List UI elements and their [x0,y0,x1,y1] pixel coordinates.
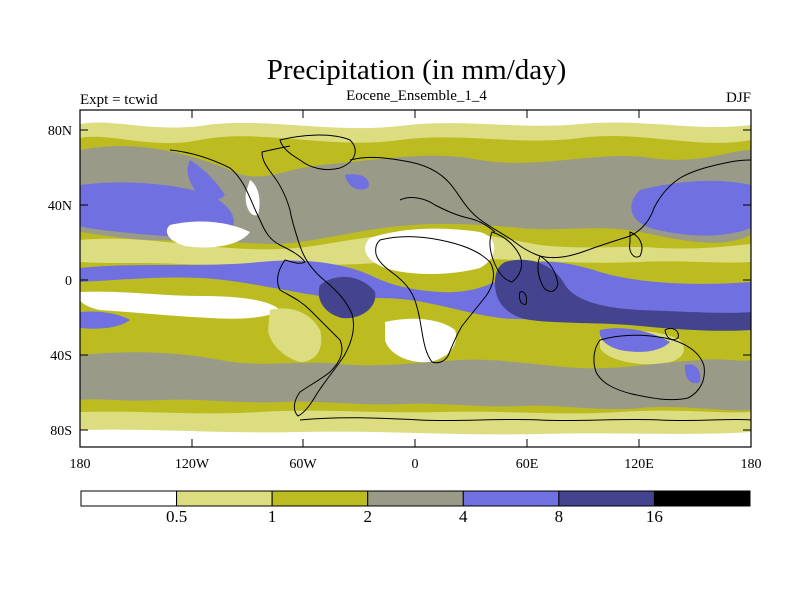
lon-tick-label: 60E [516,457,539,472]
colorbar-swatch [176,490,273,507]
colorbar-label: 4 [459,507,468,526]
lon-tick-label: 180 [70,457,91,472]
lat-tick-label: 40N [48,199,72,214]
colorbar-swatch [367,490,464,507]
colorbar-label: 16 [646,507,663,526]
lat-tick-label: 0 [65,274,72,289]
lon-tick-label: 180 [741,457,762,472]
colorbar-swatch [653,490,751,507]
lon-tick-label: 120W [175,457,210,472]
longitude-axis: 180 120W 60W 0 60E 120E 180 [70,110,762,472]
lat-tick-label: 40S [50,349,72,364]
lat-tick-label: 80S [50,424,72,439]
colorbar: 0.5 1 2 4 8 16 [80,490,751,526]
chart-title: Precipitation (in mm/day) [266,54,567,86]
colorbar-label: 0.5 [166,507,187,526]
lon-tick-label: 60W [289,457,317,472]
experiment-label: Expt = tcwid [80,92,158,108]
lon-tick-label: 120E [624,457,654,472]
lon-tick-label: 0 [412,457,419,472]
colorbar-swatch [558,490,655,507]
colorbar-label: 2 [363,507,372,526]
lat-tick-label: 80N [48,124,72,139]
colorbar-swatch [80,490,178,507]
coastlines [169,134,751,422]
precipitation-field [80,110,751,447]
ensemble-label: Eocene_Ensemble_1_4 [346,88,487,104]
colorbar-swatch [462,490,560,507]
colorbar-swatch [271,490,369,507]
latitude-axis: 80N 40N 0 40S 80S [48,124,751,439]
season-label: DJF [725,90,751,106]
colorbar-label: 1 [268,507,277,526]
colorbar-label: 8 [555,507,564,526]
